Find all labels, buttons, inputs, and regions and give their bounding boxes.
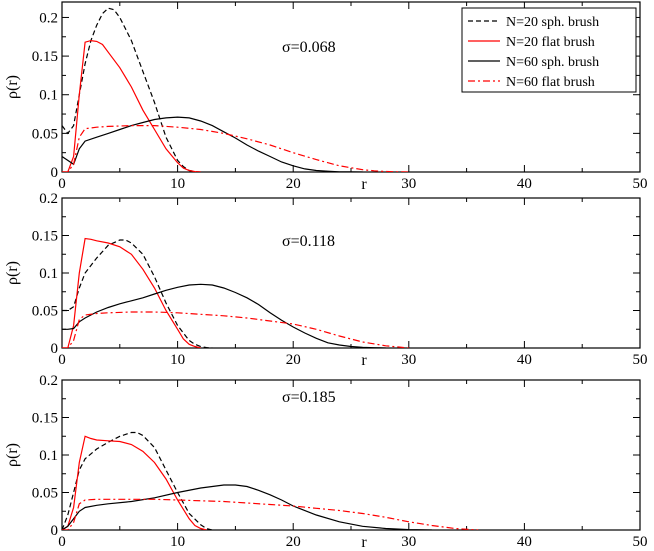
series-line-n-60-flat-brush <box>62 498 479 530</box>
x-tick-label: 10 <box>170 176 185 192</box>
series-line-n-60-sph-brush <box>62 484 432 530</box>
x-tick-label: 0 <box>58 176 66 192</box>
y-tick-label: 0.1 <box>39 88 58 104</box>
x-tick-label: 20 <box>286 176 301 192</box>
y-tick-label: 0.05 <box>32 126 58 142</box>
legend: N=20 sph. brush N=20 flat brush N=60 sph. … <box>461 7 637 93</box>
series-line-n-20-flat-brush <box>62 435 207 530</box>
y-tick-label: 0 <box>51 165 59 181</box>
y-axis-label: ρ(r) <box>4 443 21 467</box>
x-axis-label: r <box>361 534 367 551</box>
x-tick-label: 50 <box>633 176 648 192</box>
y-tick-label: 0.1 <box>39 266 58 282</box>
y-tick-label: 0.15 <box>32 411 58 427</box>
x-tick-label: 30 <box>401 176 416 192</box>
y-axis-label: ρ(r) <box>4 75 21 99</box>
y-axis-label: ρ(r) <box>4 261 21 285</box>
y-tick-label: 0.1 <box>39 448 58 464</box>
x-tick-label: 50 <box>633 352 648 368</box>
series-line-n-60-sph-brush <box>62 283 386 348</box>
legend-entry: N=20 flat brush <box>506 35 595 50</box>
series-line-n-60-sph-brush <box>62 116 363 172</box>
legend-entry: N=60 sph. brush <box>506 55 599 70</box>
y-tick-label: 0.05 <box>32 304 58 320</box>
plot-frame <box>61 197 641 349</box>
y-tick-label: 0.15 <box>32 49 58 65</box>
x-tick-label: 40 <box>517 352 532 368</box>
x-tick-label: 0 <box>58 534 66 550</box>
x-tick-label: 30 <box>401 352 416 368</box>
x-tick-label: 0 <box>58 352 66 368</box>
sigma-annotation: σ=0.118 <box>282 233 335 250</box>
series-line-n-20-flat-brush <box>62 237 201 348</box>
series-line-n-60-flat-brush <box>62 124 409 172</box>
series-line-n-20-sph-brush <box>62 239 213 348</box>
legend-box <box>461 7 637 93</box>
sigma-annotation: σ=0.185 <box>282 389 336 406</box>
series-line-n-20-flat-brush <box>62 39 201 172</box>
y-tick-label: 0.05 <box>32 486 58 502</box>
plot-frame <box>61 379 641 531</box>
x-tick-label: 20 <box>286 534 301 550</box>
legend-entry: N=20 sph. brush <box>506 15 599 30</box>
x-tick-label: 40 <box>517 534 532 550</box>
y-tick-label: 0 <box>51 341 59 357</box>
sigma-annotation: σ=0.068 <box>282 39 336 56</box>
y-tick-label: 0.15 <box>32 229 58 245</box>
x-tick-label: 50 <box>633 534 648 550</box>
x-axis-label: r <box>361 352 367 369</box>
y-tick-label: 0.2 <box>39 10 58 26</box>
x-tick-label: 10 <box>170 534 185 550</box>
series-line-n-20-sph-brush <box>62 7 201 172</box>
y-tick-label: 0.2 <box>39 373 58 389</box>
y-tick-label: 0 <box>51 523 59 539</box>
x-tick-label: 40 <box>517 176 532 192</box>
x-axis-label: r <box>361 176 367 193</box>
legend-entry: N=60 flat brush <box>506 75 595 90</box>
y-tick-label: 0.2 <box>39 191 58 207</box>
chart-panel-1: 0 10 20 30 40 50 0 0.05 0.1 0.15 0.2 r ρ(r) σ=0.068 N=… <box>4 1 648 193</box>
series-line-n-20-sph-brush <box>62 431 213 530</box>
x-tick-label: 10 <box>170 352 185 368</box>
x-tick-label: 20 <box>286 352 301 368</box>
chart-panel-2: 0 10 20 30 40 50 0 0.05 0.1 0.15 0.2 r ρ(r) σ=0.118 <box>4 191 648 369</box>
series-line-n-60-flat-brush <box>62 311 409 348</box>
chart-panel-3: 0 10 20 30 40 50 0 0.05 0.1 0.15 0.2 r ρ(r) σ=0.185 <box>4 373 648 551</box>
x-tick-label: 30 <box>401 534 416 550</box>
